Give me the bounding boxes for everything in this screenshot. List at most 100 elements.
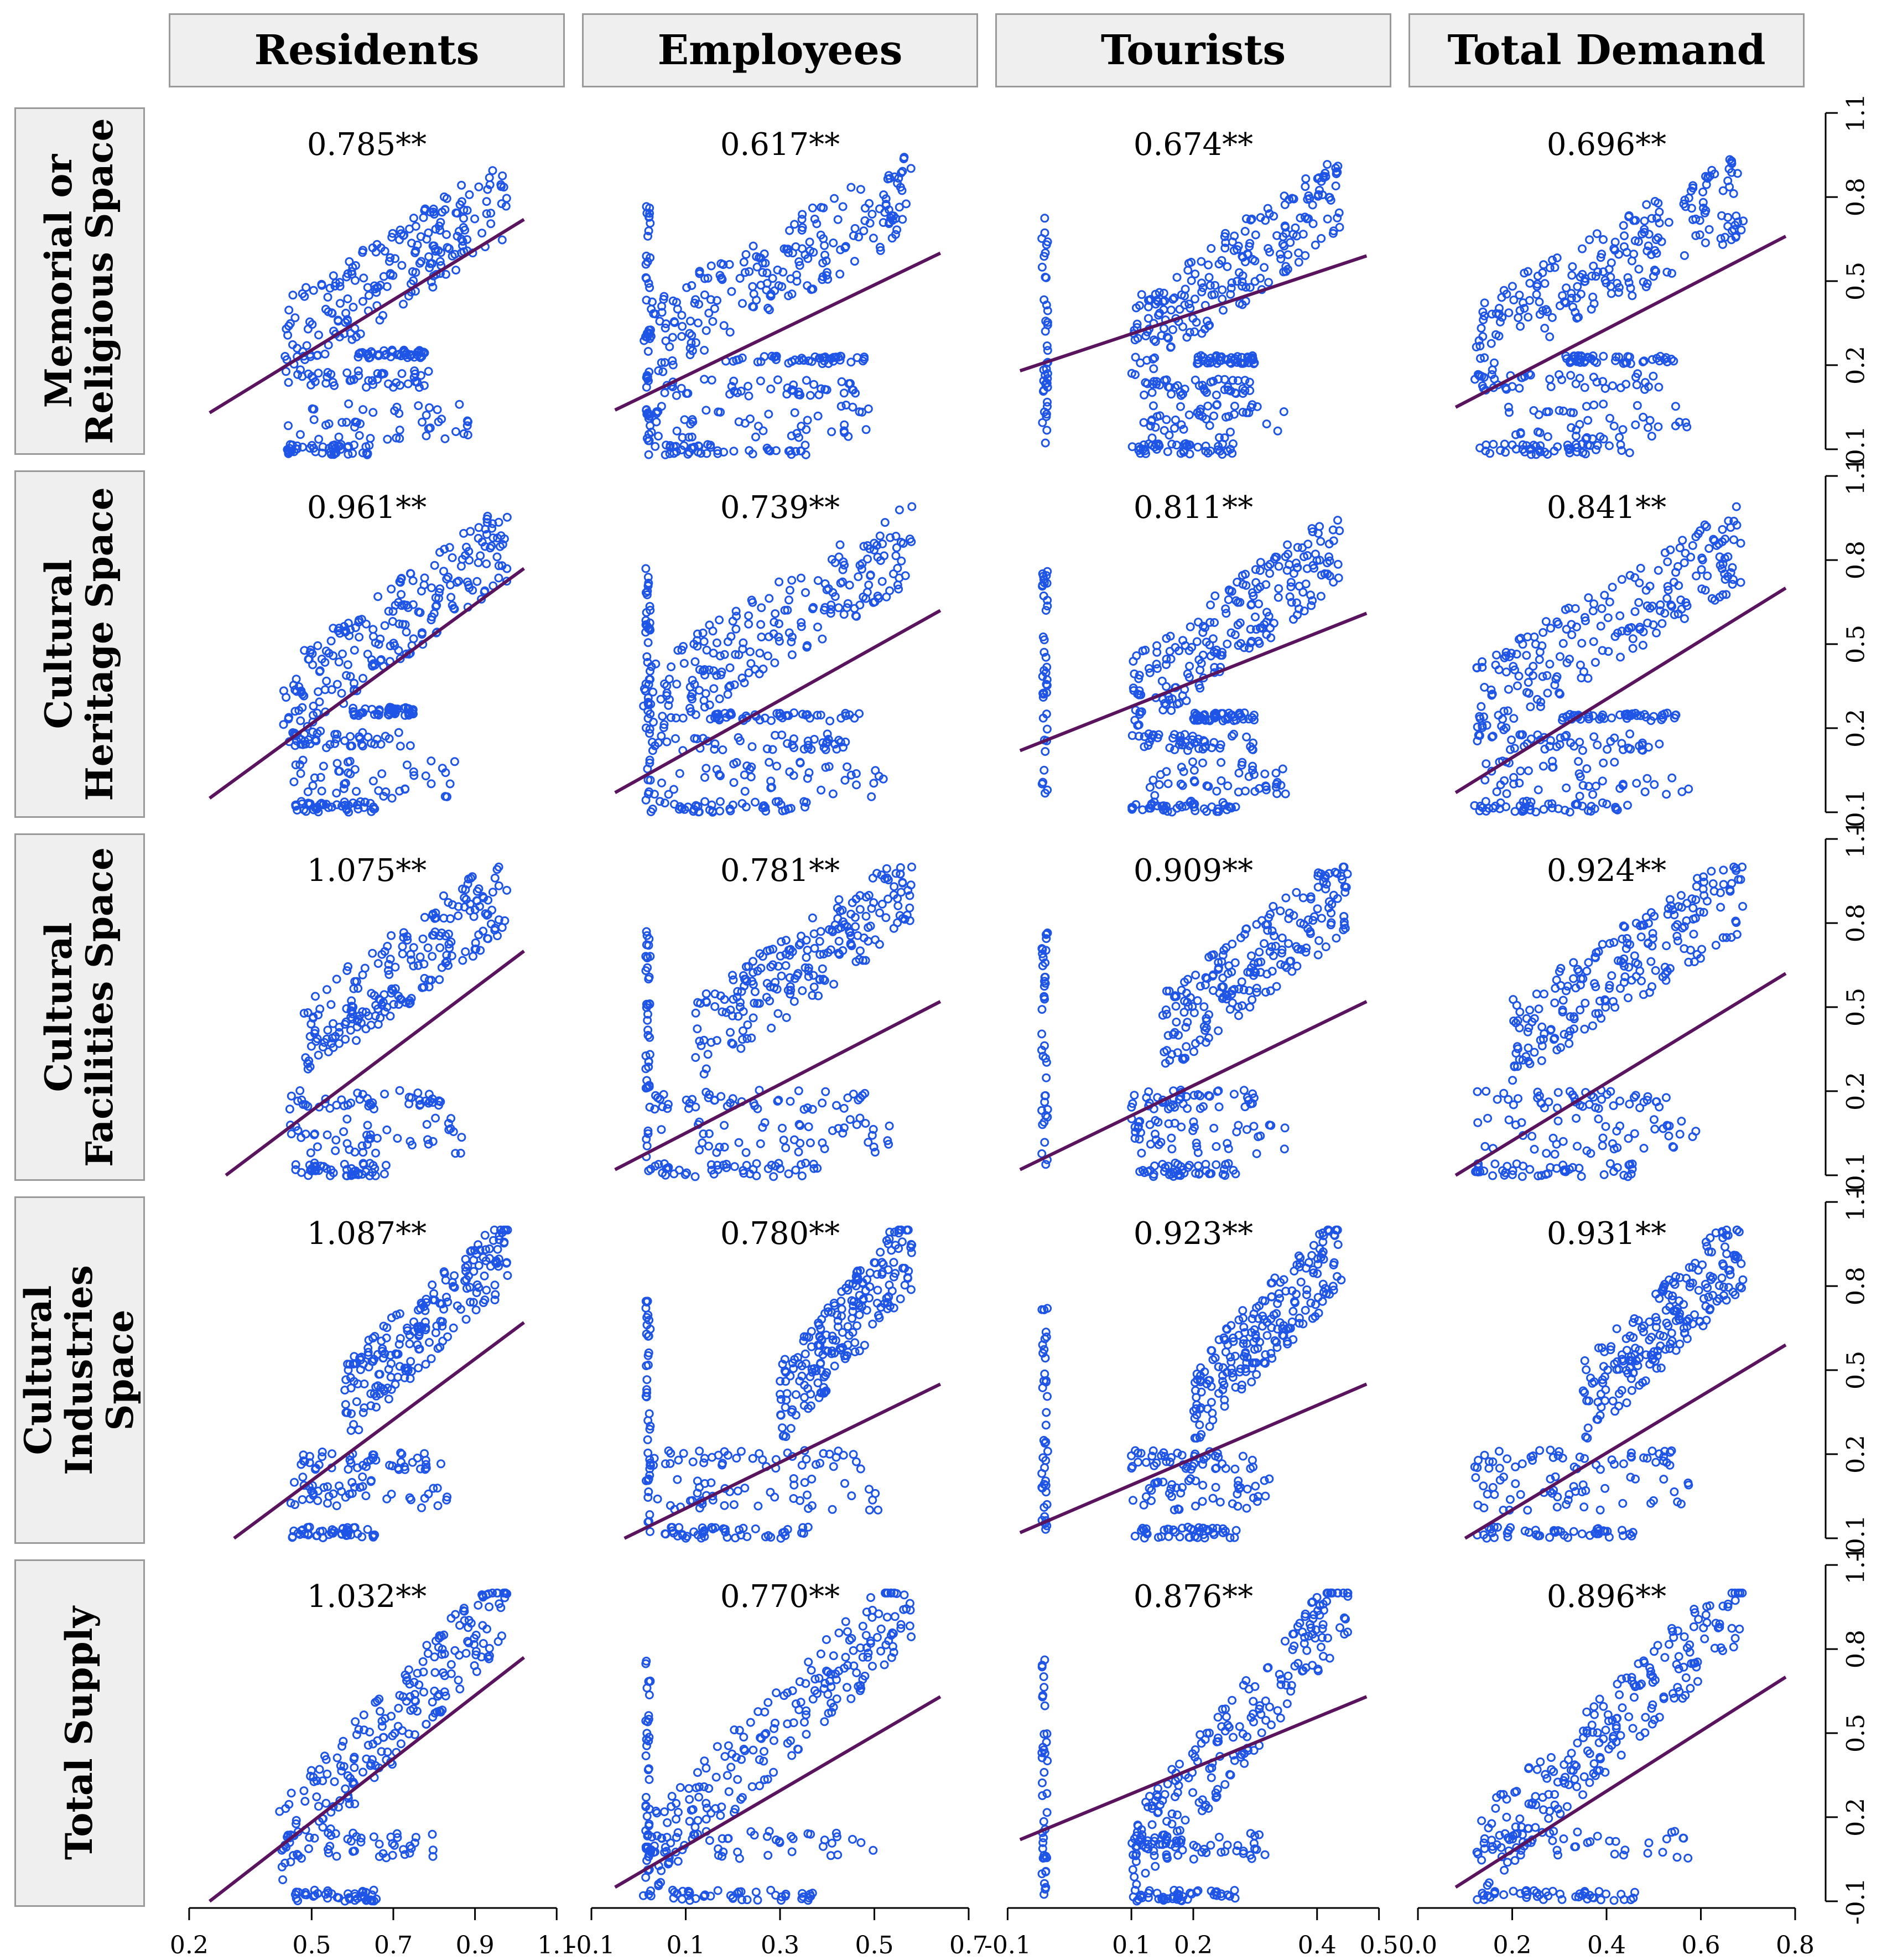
scatter-point bbox=[778, 806, 787, 816]
scatter-point bbox=[1265, 569, 1275, 578]
scatter-point bbox=[1582, 966, 1592, 976]
scatter-point bbox=[1194, 618, 1203, 627]
scatter-point bbox=[700, 274, 709, 283]
scatter-point bbox=[1180, 291, 1189, 300]
scatter-point bbox=[351, 623, 360, 632]
scatter-point bbox=[1499, 707, 1509, 716]
scatter-point bbox=[323, 368, 332, 377]
scatter-point bbox=[1538, 761, 1548, 771]
scatter-point bbox=[1041, 747, 1050, 756]
scatter-point bbox=[749, 1013, 758, 1023]
scatter-point bbox=[1250, 277, 1260, 286]
scatter-point bbox=[1546, 736, 1555, 745]
scatter-point bbox=[1295, 582, 1304, 591]
scatter-point bbox=[642, 329, 652, 338]
scatter-point bbox=[1566, 408, 1576, 417]
scatter-point bbox=[1727, 157, 1737, 165]
scatter-point bbox=[501, 201, 511, 211]
scatter-point bbox=[447, 951, 456, 961]
scatter-point bbox=[1256, 558, 1265, 567]
scatter-point bbox=[1545, 660, 1555, 669]
scatter-point bbox=[1176, 449, 1186, 458]
scatter-point bbox=[771, 609, 780, 618]
scatter-point bbox=[373, 592, 383, 602]
scatter-point bbox=[1509, 295, 1519, 305]
scatter-point bbox=[1719, 880, 1728, 889]
scatter-point bbox=[1550, 263, 1560, 272]
scatter-point bbox=[847, 941, 856, 951]
scatter-point bbox=[840, 776, 850, 785]
scatter-point bbox=[1208, 357, 1217, 366]
scatter-point bbox=[1509, 662, 1518, 671]
scatter-point bbox=[1165, 382, 1174, 392]
scatter-point bbox=[1334, 573, 1343, 583]
scatter-point bbox=[303, 1064, 313, 1074]
scatter-point bbox=[352, 1397, 361, 1406]
scatter-point bbox=[1553, 1116, 1563, 1126]
scatter-point bbox=[363, 449, 372, 458]
scatter-point bbox=[1603, 745, 1612, 754]
scatter-point bbox=[1317, 234, 1326, 243]
scatter-point bbox=[1663, 582, 1672, 591]
scatter-point bbox=[363, 650, 372, 659]
scatter-point bbox=[361, 619, 371, 629]
scatter-point bbox=[851, 388, 860, 398]
scatter-point bbox=[1502, 789, 1511, 798]
scatter-point bbox=[442, 230, 451, 239]
scatter-point bbox=[1667, 269, 1676, 278]
scatter-point bbox=[881, 199, 891, 209]
scatter-point bbox=[1655, 356, 1664, 366]
scatter-point bbox=[1320, 569, 1329, 578]
scatter-point bbox=[1135, 671, 1144, 680]
scatter-point bbox=[388, 986, 398, 995]
scatter-point bbox=[743, 1020, 752, 1029]
scatter-point bbox=[1283, 250, 1293, 260]
scatter-point bbox=[870, 1148, 880, 1157]
scatter-point bbox=[1673, 562, 1682, 571]
scatter-point bbox=[1172, 1018, 1181, 1026]
scatter-point bbox=[460, 225, 470, 235]
scatter-point bbox=[402, 628, 411, 637]
scatter-point bbox=[896, 888, 906, 897]
scatter-point bbox=[368, 776, 378, 786]
scatter-point bbox=[1599, 235, 1608, 244]
scatter-point bbox=[1151, 299, 1161, 309]
scatter-point bbox=[741, 1148, 751, 1157]
scatter-point bbox=[392, 378, 401, 387]
scatter-point bbox=[1628, 291, 1637, 300]
scatter-point bbox=[1567, 630, 1577, 640]
scatter-point bbox=[804, 1122, 813, 1132]
scatter-point bbox=[748, 598, 757, 607]
coefficient-label: 0.841** bbox=[1547, 490, 1666, 526]
scatter-point bbox=[1271, 769, 1281, 778]
scatter-point bbox=[857, 564, 866, 574]
coefficient-label: 0.785** bbox=[307, 127, 427, 163]
scatter-point bbox=[1145, 1120, 1155, 1129]
scatter-point bbox=[642, 434, 652, 443]
scatter-point bbox=[715, 694, 724, 703]
scatter-point bbox=[1572, 425, 1581, 434]
scatter-point bbox=[1480, 298, 1489, 308]
scatter-point bbox=[373, 1020, 383, 1029]
scatter-point bbox=[1662, 267, 1672, 277]
scatter-point bbox=[1139, 444, 1148, 454]
row-header-cultural-industries: Cultural Industries Space bbox=[14, 1196, 145, 1544]
scatter-point bbox=[329, 271, 338, 281]
scatter-point bbox=[879, 774, 888, 784]
scatter-point bbox=[792, 277, 802, 286]
scatter-point bbox=[1199, 804, 1209, 813]
scatter-point bbox=[695, 686, 704, 695]
scatter-point bbox=[687, 692, 696, 702]
coefficient-label: 0.961** bbox=[307, 490, 427, 526]
scatter-point bbox=[880, 518, 890, 527]
scatter-point bbox=[758, 665, 768, 673]
scatter-point bbox=[877, 899, 887, 909]
scatter-point bbox=[1723, 176, 1733, 185]
scatter-point bbox=[809, 380, 819, 389]
scatter-point bbox=[408, 576, 418, 585]
scatter-point bbox=[1636, 932, 1646, 942]
scatter-point bbox=[765, 996, 775, 1005]
scatter-point bbox=[706, 1160, 716, 1169]
scatter-point bbox=[1194, 681, 1204, 690]
scatter-point bbox=[1662, 594, 1672, 603]
